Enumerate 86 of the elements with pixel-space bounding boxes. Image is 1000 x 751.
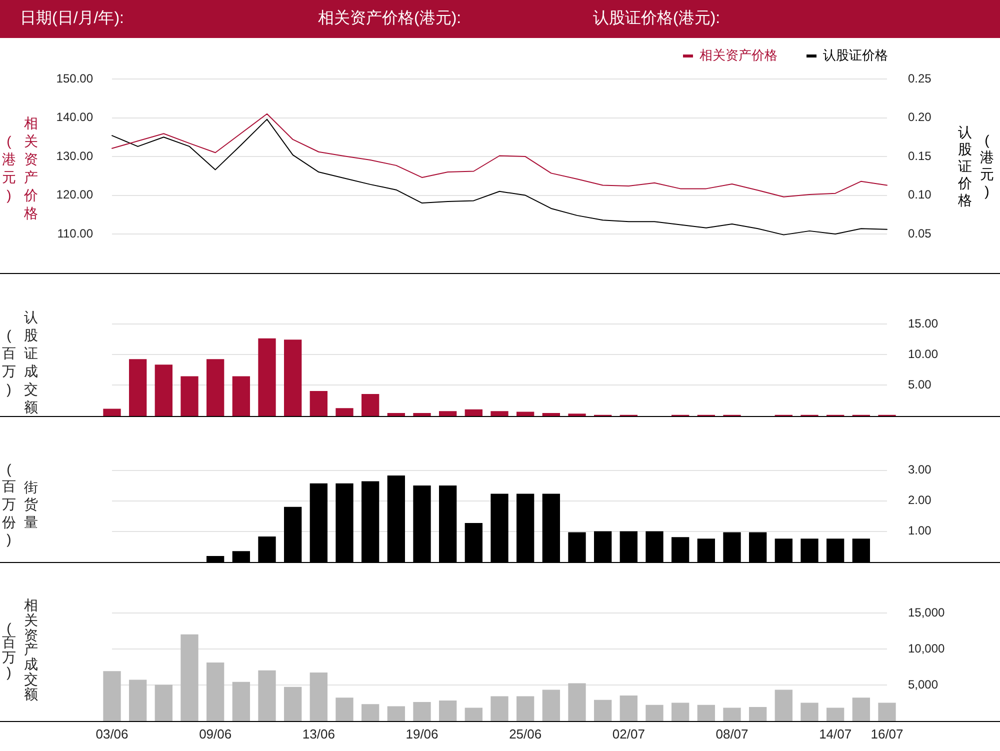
bar — [852, 698, 870, 722]
x-tick-label: 13/06 — [302, 726, 335, 742]
x-tick-label: 16/07 — [870, 726, 904, 742]
x-tick-label: 03/06 — [96, 726, 128, 742]
bar — [542, 413, 560, 416]
bar — [284, 686, 302, 722]
bar — [439, 700, 457, 722]
bar — [490, 411, 508, 416]
y-tick-label: 110.00 — [57, 226, 94, 240]
bar — [180, 376, 198, 416]
x-tick-label: 09/06 — [199, 726, 232, 742]
x-tick-label: 14/07 — [819, 726, 852, 742]
bar — [568, 683, 586, 722]
bar — [129, 359, 147, 416]
bar — [206, 359, 224, 416]
bar — [154, 684, 172, 722]
text: 认股证成交额(百万) — [2, 309, 38, 415]
y2-tick-label: 0.15 — [908, 148, 932, 163]
legend-label: 认股证价格 — [823, 48, 888, 63]
y-tick-label: 120.00 — [56, 188, 94, 202]
bar — [620, 696, 638, 722]
text: 街货量(百万份) — [2, 460, 38, 548]
text: 相关资产价格(港元) — [2, 115, 38, 221]
y-tick-label: 10.00 — [908, 346, 938, 361]
bar — [646, 704, 664, 722]
x-tick-label: 25/06 — [509, 726, 542, 742]
bar — [284, 340, 302, 416]
bar — [439, 411, 457, 416]
bar — [336, 698, 354, 722]
y2-tick-label: 0.10 — [908, 188, 932, 202]
bar — [594, 700, 612, 722]
bar — [103, 671, 121, 722]
bar — [387, 413, 405, 416]
bar — [362, 704, 380, 722]
y-tick-label: 15.00 — [908, 316, 938, 330]
y2-tick-label: 0.25 — [908, 71, 932, 86]
bar — [310, 672, 328, 722]
bar — [464, 708, 482, 722]
bar — [800, 702, 818, 722]
text: 认股证价格(港元): — [593, 9, 720, 29]
bar — [464, 409, 482, 416]
text: 日期(日/月/年): — [20, 9, 124, 29]
bar — [413, 413, 431, 416]
bar — [129, 680, 147, 722]
y-tick-label: 150.00 — [56, 71, 94, 86]
y-tick-label: 130.00 — [56, 148, 94, 163]
bar — [516, 412, 534, 416]
y-tick-label: 5.00 — [908, 378, 932, 392]
x-tick-label: 02/07 — [612, 726, 645, 742]
y-tick-label: 5,000 — [908, 677, 938, 692]
bar — [258, 670, 276, 722]
bar — [723, 708, 741, 722]
text: 相关资产价格(港元): — [318, 9, 462, 29]
bar — [774, 690, 792, 722]
y-tick-label: 3.00 — [908, 462, 932, 477]
bar — [206, 662, 224, 722]
bar — [542, 690, 560, 722]
bar — [258, 338, 276, 416]
bar — [180, 634, 198, 722]
y2-tick-label: 0.05 — [908, 226, 932, 240]
bar — [310, 390, 328, 416]
y-tick-label: 140.00 — [56, 110, 94, 124]
y-tick-label: 15,000 — [908, 606, 946, 620]
bar — [413, 702, 431, 722]
bar — [516, 696, 534, 722]
bar — [490, 696, 508, 722]
y-tick-label: 2.00 — [908, 493, 932, 508]
y-tick-label: 1.00 — [908, 524, 932, 538]
bar — [232, 376, 250, 416]
bar — [826, 708, 844, 722]
bar — [362, 394, 380, 416]
legend-label: 相关资产价格 — [700, 48, 778, 63]
y2-tick-label: 0.20 — [908, 110, 932, 124]
bar — [336, 408, 354, 416]
bar — [154, 364, 172, 416]
bar — [232, 682, 250, 722]
bar — [387, 706, 405, 722]
bar — [672, 702, 690, 722]
bar — [749, 707, 767, 722]
x-tick-label: 08/07 — [716, 726, 748, 742]
y-tick-label: 10,000 — [908, 641, 946, 656]
bar — [568, 414, 586, 416]
bar — [878, 702, 896, 722]
bar — [103, 408, 121, 416]
x-tick-label: 19/06 — [406, 726, 438, 742]
bar — [697, 704, 715, 722]
